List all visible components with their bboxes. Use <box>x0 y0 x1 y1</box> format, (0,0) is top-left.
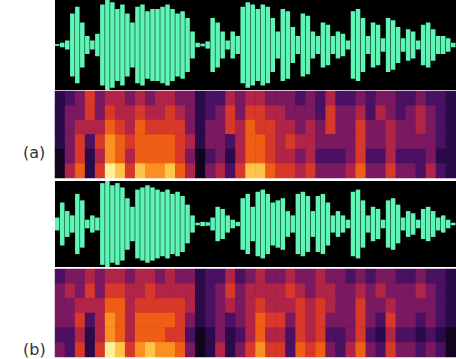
svg-text:(a): (a) <box>23 143 45 162</box>
svg-text:(b): (b) <box>23 340 46 359</box>
